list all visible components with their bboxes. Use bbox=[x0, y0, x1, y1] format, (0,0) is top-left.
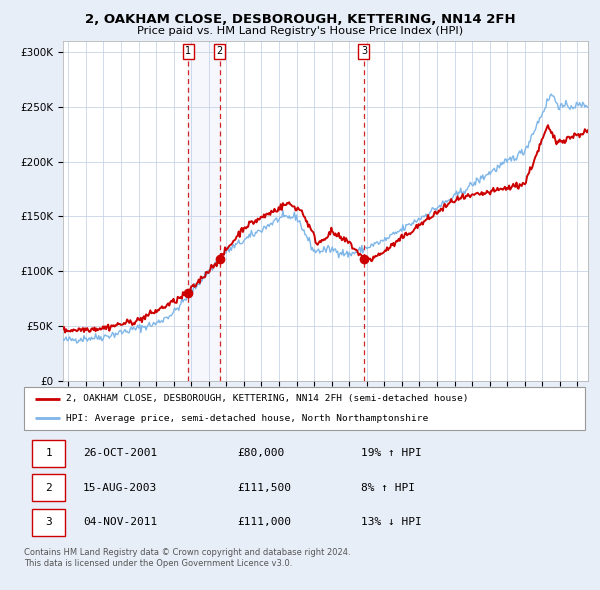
Text: 1: 1 bbox=[46, 448, 52, 458]
Text: 15-AUG-2003: 15-AUG-2003 bbox=[83, 483, 157, 493]
Text: £111,000: £111,000 bbox=[237, 517, 291, 527]
Text: Price paid vs. HM Land Registry's House Price Index (HPI): Price paid vs. HM Land Registry's House … bbox=[137, 26, 463, 36]
Bar bbox=[188, 41, 220, 381]
Text: 13% ↓ HPI: 13% ↓ HPI bbox=[361, 517, 421, 527]
Text: £80,000: £80,000 bbox=[237, 448, 284, 458]
FancyBboxPatch shape bbox=[32, 509, 65, 536]
Text: 26-OCT-2001: 26-OCT-2001 bbox=[83, 448, 157, 458]
Text: 2, OAKHAM CLOSE, DESBOROUGH, KETTERING, NN14 2FH (semi-detached house): 2, OAKHAM CLOSE, DESBOROUGH, KETTERING, … bbox=[66, 394, 469, 403]
Text: 1: 1 bbox=[185, 47, 191, 57]
FancyBboxPatch shape bbox=[32, 440, 65, 467]
Text: 8% ↑ HPI: 8% ↑ HPI bbox=[361, 483, 415, 493]
Text: Contains HM Land Registry data © Crown copyright and database right 2024.: Contains HM Land Registry data © Crown c… bbox=[24, 548, 350, 556]
Text: 2, OAKHAM CLOSE, DESBOROUGH, KETTERING, NN14 2FH: 2, OAKHAM CLOSE, DESBOROUGH, KETTERING, … bbox=[85, 13, 515, 26]
Text: 04-NOV-2011: 04-NOV-2011 bbox=[83, 517, 157, 527]
Text: 3: 3 bbox=[361, 47, 367, 57]
Text: HPI: Average price, semi-detached house, North Northamptonshire: HPI: Average price, semi-detached house,… bbox=[66, 414, 428, 422]
Text: £111,500: £111,500 bbox=[237, 483, 291, 493]
Text: 2: 2 bbox=[217, 47, 223, 57]
Text: 2: 2 bbox=[46, 483, 52, 493]
Text: 3: 3 bbox=[46, 517, 52, 527]
Text: This data is licensed under the Open Government Licence v3.0.: This data is licensed under the Open Gov… bbox=[24, 559, 292, 568]
Text: 19% ↑ HPI: 19% ↑ HPI bbox=[361, 448, 421, 458]
FancyBboxPatch shape bbox=[32, 474, 65, 501]
